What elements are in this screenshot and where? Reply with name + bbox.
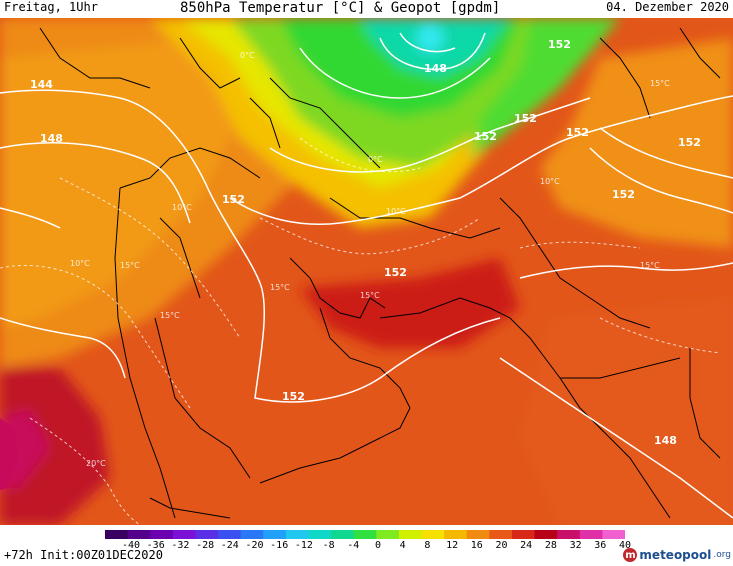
color-scale-tick: -32 bbox=[171, 540, 190, 551]
color-scale-bar bbox=[105, 530, 625, 539]
color-scale-tick: 24 bbox=[520, 540, 533, 551]
color-scale-step bbox=[398, 530, 423, 539]
geopot-label: 152 bbox=[514, 112, 537, 125]
geopot-label: 152 bbox=[548, 38, 571, 51]
init-time: +72h Init:00Z01DEC2020 bbox=[4, 548, 163, 562]
color-scale-tick: 36 bbox=[594, 540, 607, 551]
color-scale-tick: -16 bbox=[270, 540, 289, 551]
color-scale-tick: -40 bbox=[121, 540, 141, 551]
temperature-contours bbox=[0, 137, 721, 525]
color-scale-step bbox=[376, 530, 400, 539]
color-scale-tick: 40 bbox=[618, 540, 632, 551]
color-scale-step bbox=[240, 530, 264, 539]
geopot-labels: 144 148 152 148 152 152 152 152 152 152 … bbox=[30, 38, 701, 447]
color-scale-step bbox=[105, 530, 129, 539]
color-scale-tick: 28 bbox=[544, 540, 557, 551]
coastlines bbox=[39, 27, 721, 519]
temp-label: 15°C bbox=[160, 311, 180, 320]
temp-label: 15°C bbox=[120, 261, 140, 270]
temp-label: 15°C bbox=[360, 291, 380, 300]
color-scale-step bbox=[579, 530, 603, 539]
geopot-label: 148 bbox=[40, 132, 63, 145]
color-scale-step bbox=[421, 530, 445, 539]
color-scale-tick: 8 bbox=[424, 540, 431, 551]
geopot-label: 148 bbox=[424, 62, 447, 75]
color-scale-step bbox=[557, 530, 581, 539]
temp-label: 0°C bbox=[368, 155, 383, 164]
color-scale-tick: -4 bbox=[347, 540, 360, 551]
temp-label: 20°C bbox=[86, 459, 106, 468]
color-scale-step bbox=[195, 530, 219, 539]
map-canvas: 144 148 152 148 152 152 152 152 152 152 … bbox=[0, 18, 733, 525]
logo-mark-icon: m bbox=[623, 548, 638, 562]
color-scale-step bbox=[534, 530, 558, 539]
color-scale-step bbox=[308, 530, 332, 539]
color-scale-tick: 16 bbox=[470, 540, 483, 551]
map-title: 850hPa Temperatur [°C] & Geopot [gpdm] bbox=[180, 0, 501, 16]
color-scale-step bbox=[172, 530, 196, 539]
forecast-date: 04. Dezember 2020 bbox=[606, 0, 729, 14]
color-scale-step bbox=[466, 530, 490, 539]
logo-name: meteopool bbox=[639, 548, 712, 562]
temp-label: 0°C bbox=[240, 51, 255, 60]
color-scale-tick: -24 bbox=[220, 540, 239, 551]
color-scale-step bbox=[150, 530, 174, 539]
temp-label: 10°C bbox=[172, 203, 192, 212]
color-scale-step bbox=[602, 530, 625, 539]
color-scale-tick: -36 bbox=[146, 540, 165, 551]
color-scale-step bbox=[127, 530, 151, 539]
color-scale-step bbox=[353, 530, 377, 539]
temperature-labels: 0°C 0°C 10°C 10°C 10°C 15°C 15°C 15°C 15… bbox=[70, 51, 670, 468]
color-scale-tick: -12 bbox=[294, 540, 313, 551]
geopot-label: 152 bbox=[474, 130, 497, 143]
geopot-label: 152 bbox=[384, 266, 407, 279]
temp-label: 10°C bbox=[70, 259, 90, 268]
color-scale-tick: -28 bbox=[196, 540, 215, 551]
color-scale-tick: 0 bbox=[374, 540, 382, 551]
color-scale-tick: 32 bbox=[569, 540, 582, 551]
geopot-label: 152 bbox=[612, 188, 635, 201]
color-scale-step bbox=[218, 530, 242, 539]
color-scale-ticks: -40 -36 -32 -28 -24 -20 -16 -12 -8 -4 0 4 8 12 16 20 24 2… bbox=[105, 540, 645, 552]
color-scale-step bbox=[285, 530, 309, 539]
color-scale-step bbox=[331, 530, 355, 539]
color-scale-tick: 12 bbox=[446, 540, 459, 551]
temp-label: 15°C bbox=[640, 261, 660, 270]
temp-label: 15°C bbox=[650, 79, 670, 88]
color-scale-step bbox=[444, 530, 468, 539]
temp-label: 15°C bbox=[270, 283, 290, 292]
geopot-label: 152 bbox=[282, 390, 305, 403]
extreme-warm-spot bbox=[0, 418, 18, 490]
geopot-label: 148 bbox=[654, 434, 677, 447]
geopot-label: 144 bbox=[30, 78, 53, 91]
header: Freitag, 1Uhr 850hPa Temperatur [°C] & G… bbox=[0, 0, 733, 22]
color-scale-step bbox=[489, 530, 513, 539]
color-scale-step bbox=[263, 530, 287, 539]
logo-tld: .org bbox=[713, 550, 731, 560]
color-scale-tick: -8 bbox=[322, 540, 335, 551]
temp-label: 10°C bbox=[386, 207, 406, 216]
color-scale-step bbox=[511, 530, 536, 539]
geopotential-contours bbox=[0, 32, 733, 519]
temperature-field bbox=[0, 18, 733, 525]
color-scale-tick: -20 bbox=[245, 540, 264, 551]
geopot-label: 152 bbox=[678, 136, 701, 149]
weather-map: 144 148 152 148 152 152 152 152 152 152 … bbox=[0, 18, 733, 525]
forecast-day: Freitag, 1Uhr bbox=[4, 0, 98, 14]
meteopool-logo[interactable]: m meteopool .org bbox=[623, 546, 731, 564]
color-scale-tick: 20 bbox=[495, 540, 508, 551]
geopot-label: 152 bbox=[222, 193, 245, 206]
color-scale bbox=[105, 530, 625, 539]
temp-label: 10°C bbox=[540, 177, 560, 186]
geopot-label: 152 bbox=[566, 126, 589, 139]
color-scale-tick: 4 bbox=[399, 540, 406, 551]
